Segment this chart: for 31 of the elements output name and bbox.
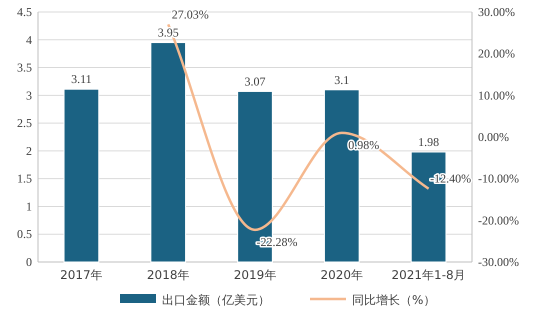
- y-tick-label: 3.5: [17, 60, 32, 75]
- y2-tick-label: -30.00%: [478, 255, 519, 269]
- x-tick-label: 2021年1-8月: [392, 268, 466, 282]
- data-label: 27.03%: [172, 7, 209, 22]
- y-tick-label: 2: [26, 144, 32, 158]
- x-tick-label: 2019年: [234, 268, 276, 282]
- x-tick-label: 2020年: [320, 268, 364, 282]
- bar: [64, 88, 100, 262]
- data-label: 1.98: [418, 135, 440, 149]
- data-label: 3.07: [244, 74, 266, 88]
- y-tick-label: 0.5: [17, 227, 32, 242]
- y2-tick-label: 20.00%: [478, 46, 515, 61]
- y2-tick-label: 30.00%: [478, 5, 515, 19]
- y2-tick-label: 0.00%: [478, 130, 509, 144]
- legend-label: 同比增长（%）: [352, 293, 436, 307]
- y2-tick-label: 10.00%: [478, 88, 515, 102]
- y2-tick-label: -10.00%: [478, 172, 519, 186]
- bar: [150, 42, 186, 262]
- y-tick-label: 1.5: [17, 172, 32, 186]
- y-tick-label: 4.5: [17, 5, 32, 19]
- y-tick-label: 1: [26, 199, 32, 214]
- data-label: 3.1: [334, 72, 350, 87]
- y-tick-label: 4: [26, 32, 32, 47]
- x-tick-label: 2017年: [60, 268, 103, 282]
- y2-tick-label: -20.00%: [478, 213, 519, 228]
- y-tick-label: 3: [26, 88, 32, 102]
- y-tick-label: 0: [26, 255, 32, 269]
- legend-label: 出口金额（亿美元）: [162, 293, 270, 307]
- x-tick-label: 2018年: [146, 268, 190, 282]
- data-label: 3.11: [71, 72, 92, 86]
- y-tick-label: 2.5: [17, 116, 32, 130]
